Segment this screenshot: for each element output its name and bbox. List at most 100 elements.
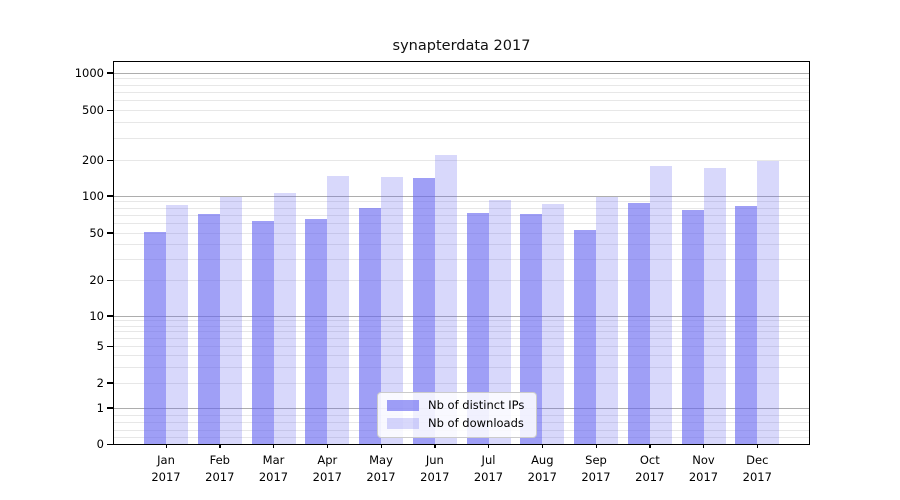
x-tick-year: 2017 — [151, 470, 181, 484]
gridline-minor — [114, 160, 809, 161]
x-tick-year: 2017 — [420, 470, 450, 484]
x-tick-month: May — [369, 453, 393, 467]
x-tick — [219, 444, 221, 448]
gridline-minor — [114, 354, 809, 356]
gridline-minor — [114, 78, 809, 80]
y-tick — [107, 279, 113, 281]
gridline-minor — [114, 137, 809, 139]
gridline-minor — [114, 110, 809, 111]
legend-label-downloads: Nb of downloads — [428, 416, 524, 430]
bar-downloads-dec — [757, 160, 780, 444]
gridline-minor — [114, 201, 809, 203]
y-tick — [107, 195, 113, 197]
x-tick-month: Sep — [585, 453, 607, 467]
x-tick — [541, 444, 544, 448]
gridline-major — [114, 315, 809, 317]
x-tick — [326, 444, 329, 448]
y-tick-label: 50 — [89, 225, 104, 240]
gridline-minor — [114, 320, 809, 322]
x-tick-year: 2017 — [258, 470, 289, 484]
y-tick-label: 100 — [82, 188, 104, 203]
plot-area: 0 1 2 5 10 20 50 100 200 500 1000 Jan 2017 Feb 2017 Mar… — [75, 61, 810, 484]
x-tick — [434, 444, 436, 448]
y-tick — [107, 232, 113, 234]
bar-downloads-mar — [273, 192, 296, 444]
gridline-minor — [114, 280, 809, 281]
y-tick-label: 10 — [89, 308, 104, 323]
y-tick-label: 2 — [96, 375, 104, 390]
y-tick-label: 1000 — [74, 65, 104, 80]
gridline-minor — [114, 325, 809, 327]
bar-downloads-jan — [166, 205, 188, 444]
gridline-minor — [114, 100, 809, 102]
bar-distinct-ips-dec — [735, 206, 758, 444]
bar-downloads-feb — [219, 197, 242, 444]
bar-downloads-may — [381, 177, 403, 444]
x-tick-year: 2017 — [527, 470, 557, 484]
gridline-minor — [114, 382, 809, 384]
x-tick-year: 2017 — [312, 470, 342, 484]
x-tick-label: Apr 2017 — [313, 452, 342, 486]
x-tick-label: Mar 2017 — [259, 452, 288, 486]
x-tick-month: Mar — [262, 453, 285, 467]
gridline-minor — [114, 331, 809, 333]
x-tick-year: 2017 — [688, 470, 719, 484]
bar-downloads-aug — [542, 203, 565, 444]
x-tick-month: Aug — [531, 453, 554, 467]
gridline-major — [114, 72, 809, 74]
bar-distinct-ips-apr — [305, 218, 328, 444]
y-tick-label: 500 — [82, 103, 104, 117]
legend: Nb of distinct IPs Nb of downloads — [377, 392, 538, 438]
y-tick — [107, 382, 113, 384]
y-tick — [107, 159, 113, 161]
y-tick — [107, 443, 113, 445]
x-tick-label: Sep 2017 — [581, 452, 610, 486]
y-tick — [107, 345, 113, 347]
x-tick — [273, 444, 275, 448]
x-tick-year: 2017 — [581, 470, 611, 484]
chart-title: synapterdata 2017 — [392, 38, 531, 54]
bar-distinct-ips-aug — [520, 214, 543, 444]
x-tick-month: Nov — [692, 453, 715, 467]
x-tick-label: Dec 2017 — [743, 452, 772, 486]
gridline-minor — [114, 366, 809, 368]
bar-distinct-ips-jul — [466, 213, 489, 444]
x-tick — [703, 444, 705, 448]
bar-distinct-ips-oct — [627, 202, 650, 444]
gridline-minor — [114, 214, 809, 216]
gridline-minor — [114, 232, 809, 234]
y-tick-label: 0 — [96, 437, 104, 451]
bar-distinct-ips-feb — [197, 214, 220, 444]
y-tick-label: 200 — [82, 153, 104, 167]
x-tick-label: Jan 2017 — [151, 452, 180, 486]
bar-distinct-ips-sep — [574, 229, 596, 444]
bar-distinct-ips-jan — [144, 231, 166, 444]
x-tick — [380, 444, 382, 448]
x-tick-month: Apr — [317, 453, 338, 467]
x-tick-label: Nov 2017 — [689, 452, 718, 486]
bar-distinct-ips-mar — [251, 221, 274, 444]
y-tick-label: 20 — [89, 273, 104, 287]
x-tick-label: Jul 2017 — [474, 452, 503, 486]
legend-entry-distinct-ips: Nb of distinct IPs — [387, 399, 524, 412]
x-tick-month: Oct — [639, 453, 660, 467]
x-tick — [649, 444, 651, 448]
gridline-minor — [114, 122, 809, 124]
gridline-minor — [114, 207, 809, 209]
x-tick-year: 2017 — [205, 470, 235, 484]
bar-downloads-sep — [596, 197, 618, 444]
legend-label-distinct-ips: Nb of distinct IPs — [428, 398, 525, 412]
y-tick-label: 5 — [96, 339, 104, 353]
gridline-minor — [114, 244, 809, 246]
legend-swatch-downloads — [387, 418, 419, 429]
x-tick-month: Feb — [209, 453, 230, 467]
y-tick — [107, 315, 113, 317]
y-tick — [107, 72, 113, 74]
y-tick — [107, 109, 113, 111]
gridline-minor — [114, 223, 809, 224]
x-tick-month: Jun — [425, 453, 444, 467]
x-tick — [165, 444, 167, 448]
x-tick — [756, 444, 759, 448]
x-tick-label: May 2017 — [366, 452, 395, 486]
